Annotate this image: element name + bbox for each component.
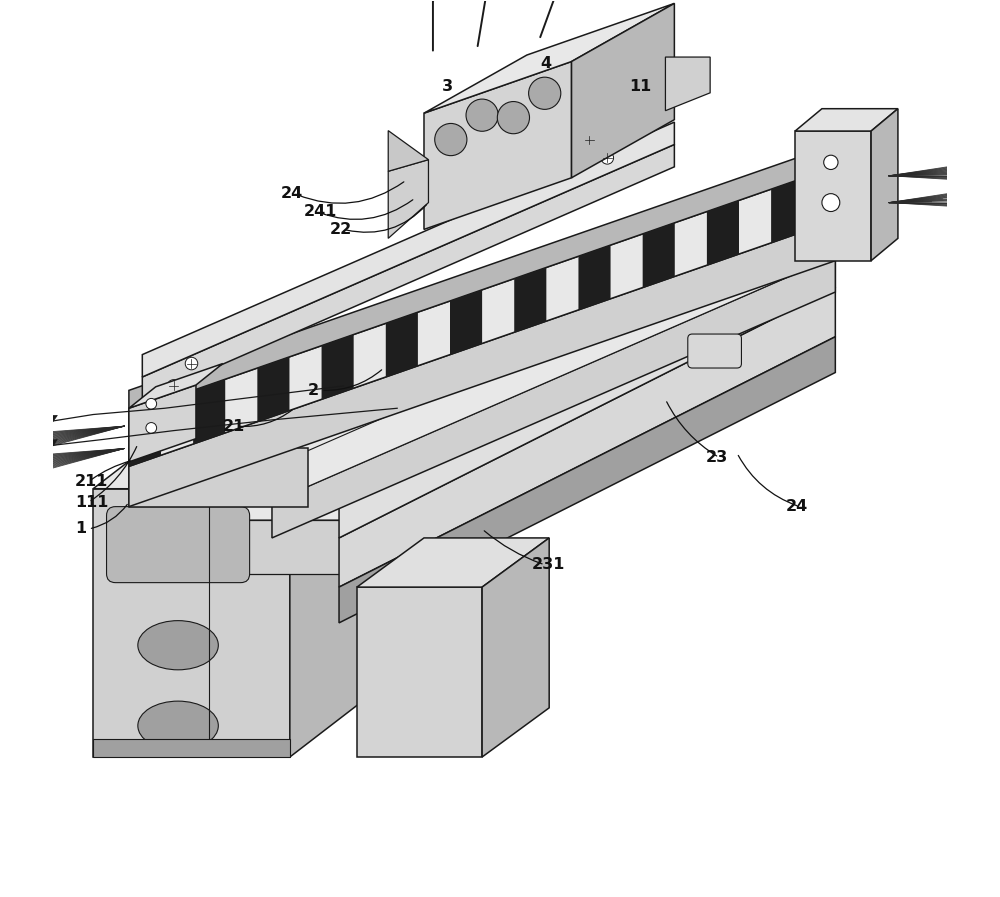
Polygon shape: [290, 399, 406, 757]
Polygon shape: [643, 222, 675, 288]
Polygon shape: [44, 440, 57, 452]
Polygon shape: [707, 200, 739, 266]
Polygon shape: [424, 4, 674, 113]
Text: 1: 1: [75, 521, 86, 536]
Polygon shape: [514, 267, 546, 332]
Text: 231: 231: [531, 557, 565, 572]
Polygon shape: [322, 335, 354, 399]
Text: 21: 21: [223, 419, 245, 433]
Polygon shape: [44, 415, 57, 428]
Circle shape: [466, 99, 498, 131]
Polygon shape: [339, 336, 835, 623]
Polygon shape: [93, 399, 406, 489]
Circle shape: [529, 77, 561, 109]
Polygon shape: [339, 252, 835, 538]
FancyBboxPatch shape: [107, 507, 250, 583]
Polygon shape: [209, 457, 504, 520]
Text: 241: 241: [303, 204, 337, 219]
Polygon shape: [272, 257, 835, 538]
Polygon shape: [209, 520, 406, 574]
Circle shape: [824, 155, 838, 170]
Circle shape: [167, 379, 180, 392]
Polygon shape: [450, 290, 482, 354]
Polygon shape: [795, 131, 871, 261]
Circle shape: [185, 357, 198, 370]
FancyBboxPatch shape: [688, 334, 741, 368]
Polygon shape: [424, 62, 572, 230]
Polygon shape: [665, 57, 710, 110]
Polygon shape: [129, 221, 835, 507]
Circle shape: [583, 134, 596, 146]
Circle shape: [601, 152, 614, 164]
Circle shape: [146, 422, 157, 433]
Polygon shape: [129, 363, 223, 408]
Polygon shape: [482, 538, 549, 757]
Text: 11: 11: [630, 79, 652, 94]
Text: 24: 24: [281, 187, 303, 201]
Polygon shape: [129, 448, 308, 507]
Polygon shape: [386, 312, 418, 377]
Text: 4: 4: [540, 57, 551, 72]
Text: 3: 3: [442, 79, 453, 94]
Circle shape: [435, 124, 467, 156]
Polygon shape: [129, 385, 196, 462]
Polygon shape: [129, 402, 161, 466]
Text: 22: 22: [330, 222, 352, 237]
Polygon shape: [129, 144, 835, 413]
Polygon shape: [339, 288, 835, 588]
Polygon shape: [272, 221, 835, 502]
Circle shape: [822, 194, 840, 212]
Polygon shape: [129, 167, 835, 466]
Text: 111: 111: [75, 494, 109, 509]
Ellipse shape: [138, 621, 218, 670]
Polygon shape: [257, 357, 289, 422]
Polygon shape: [93, 489, 290, 757]
Polygon shape: [142, 144, 674, 399]
Circle shape: [497, 101, 530, 134]
Polygon shape: [357, 588, 482, 757]
Polygon shape: [572, 4, 674, 178]
Polygon shape: [142, 122, 674, 377]
Polygon shape: [871, 109, 898, 261]
Polygon shape: [406, 457, 504, 574]
Text: 211: 211: [75, 475, 109, 489]
Text: 24: 24: [786, 499, 808, 514]
Polygon shape: [193, 379, 225, 444]
Circle shape: [146, 398, 157, 409]
Polygon shape: [795, 109, 898, 131]
Polygon shape: [388, 160, 428, 239]
Polygon shape: [388, 131, 428, 171]
Text: 2: 2: [308, 383, 319, 398]
Text: 23: 23: [706, 450, 728, 465]
Polygon shape: [771, 178, 803, 243]
Polygon shape: [357, 538, 549, 588]
Ellipse shape: [138, 701, 218, 750]
Polygon shape: [578, 245, 611, 309]
Polygon shape: [93, 739, 290, 757]
